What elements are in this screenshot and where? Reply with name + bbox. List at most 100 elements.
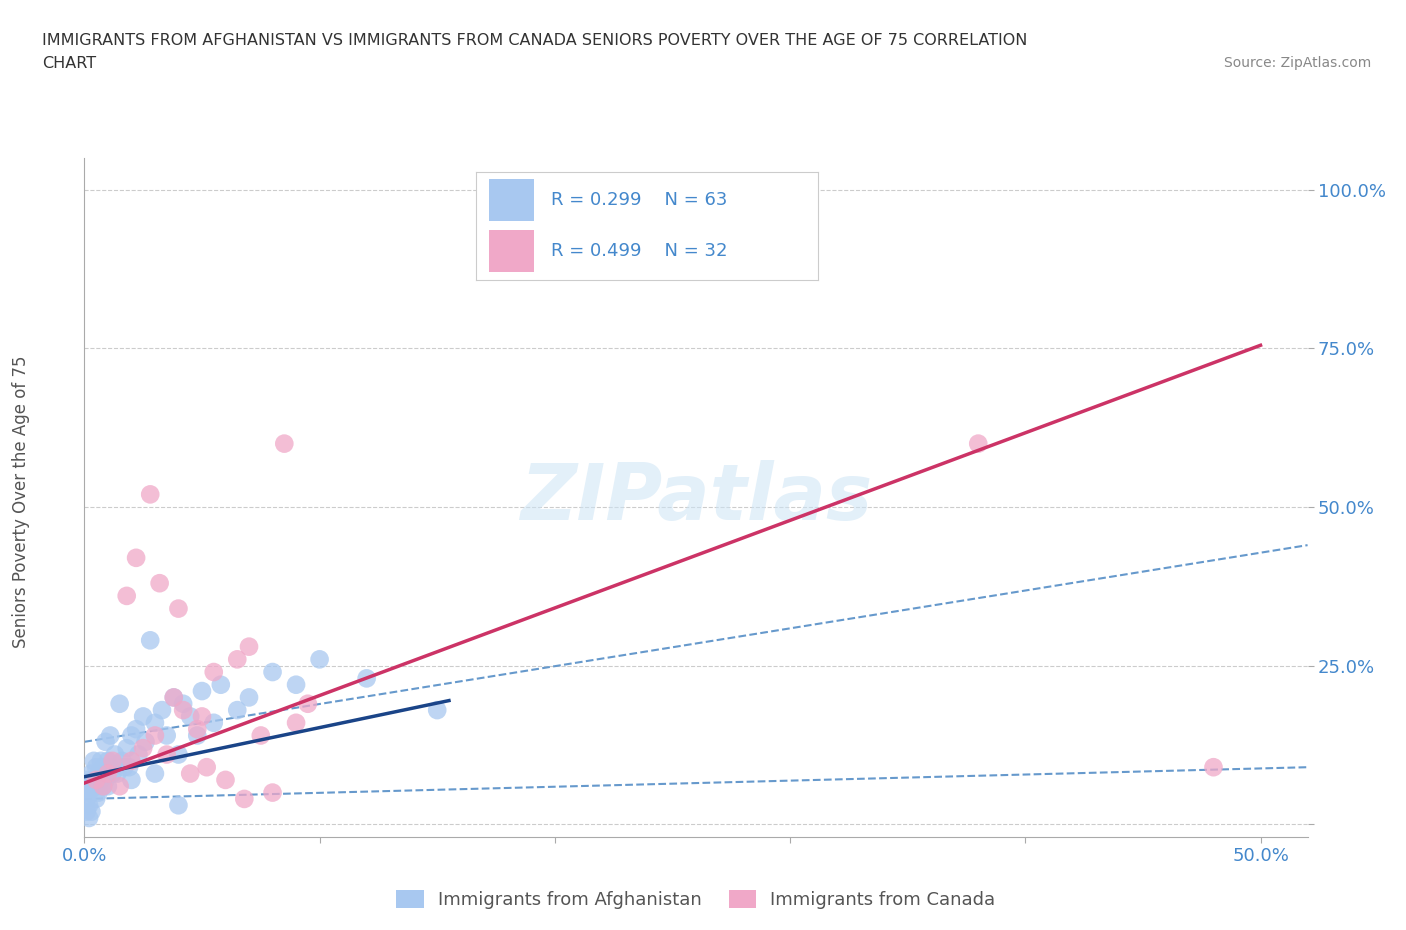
Point xyxy=(76,791,98,806)
Point xyxy=(87,785,110,800)
Point xyxy=(101,753,124,768)
Point xyxy=(120,773,142,788)
Point xyxy=(167,798,190,813)
Point xyxy=(108,778,131,793)
Point xyxy=(202,665,225,680)
Point xyxy=(76,773,98,788)
Point xyxy=(191,709,214,724)
Point xyxy=(125,722,148,737)
Point xyxy=(426,703,449,718)
Point xyxy=(90,753,112,768)
Text: Source: ZipAtlas.com: Source: ZipAtlas.com xyxy=(1223,56,1371,70)
Point xyxy=(156,747,179,762)
Point xyxy=(143,766,166,781)
Point xyxy=(84,760,107,775)
Point xyxy=(209,677,232,692)
Point xyxy=(84,773,107,788)
Point xyxy=(226,703,249,718)
Point xyxy=(77,811,100,826)
Point xyxy=(97,753,120,768)
Point xyxy=(191,684,214,698)
Point xyxy=(132,709,155,724)
Point xyxy=(115,589,138,604)
Point xyxy=(98,760,121,775)
Point xyxy=(80,778,103,793)
Point xyxy=(139,633,162,648)
Point xyxy=(120,753,142,768)
Point xyxy=(167,601,190,616)
Point xyxy=(120,728,142,743)
Point xyxy=(262,785,284,800)
Point xyxy=(112,760,135,775)
Point xyxy=(285,715,308,730)
Point xyxy=(104,747,127,762)
Point xyxy=(167,747,190,762)
Point xyxy=(249,728,271,743)
Point xyxy=(262,665,284,680)
Point xyxy=(163,690,186,705)
Point xyxy=(233,791,256,806)
Point xyxy=(76,804,98,819)
Point xyxy=(139,487,162,502)
Point xyxy=(297,697,319,711)
Point xyxy=(73,785,96,800)
Point xyxy=(150,703,173,718)
Point xyxy=(101,766,124,781)
Point xyxy=(143,715,166,730)
Point xyxy=(285,677,308,692)
Point xyxy=(111,753,134,768)
Point xyxy=(80,766,103,781)
Point xyxy=(98,728,121,743)
Point xyxy=(308,652,330,667)
Text: CHART: CHART xyxy=(42,56,96,71)
Point xyxy=(186,728,208,743)
Point xyxy=(87,766,110,781)
Point xyxy=(179,766,201,781)
Point xyxy=(214,773,236,788)
Point xyxy=(108,697,131,711)
Point xyxy=(77,798,100,813)
Point xyxy=(156,728,179,743)
Point xyxy=(172,697,194,711)
Text: Seniors Poverty Over the Age of 75: Seniors Poverty Over the Age of 75 xyxy=(13,356,30,648)
Point xyxy=(132,740,155,755)
Point xyxy=(163,690,186,705)
Point xyxy=(80,804,103,819)
Point xyxy=(77,785,100,800)
Point xyxy=(238,639,260,654)
Point xyxy=(127,747,149,762)
Point xyxy=(238,690,260,705)
Point xyxy=(97,766,120,781)
Point xyxy=(143,728,166,743)
Point xyxy=(195,760,218,775)
Point xyxy=(91,778,114,793)
Point xyxy=(202,715,225,730)
Point xyxy=(115,740,138,755)
Point xyxy=(273,436,295,451)
Point xyxy=(149,576,172,591)
Point xyxy=(84,791,107,806)
Point xyxy=(84,778,107,793)
Legend: Immigrants from Afghanistan, Immigrants from Canada: Immigrants from Afghanistan, Immigrants … xyxy=(389,883,1002,916)
Point xyxy=(967,436,990,451)
Point xyxy=(186,722,208,737)
Point xyxy=(91,760,114,775)
Text: IMMIGRANTS FROM AFGHANISTAN VS IMMIGRANTS FROM CANADA SENIORS POVERTY OVER THE A: IMMIGRANTS FROM AFGHANISTAN VS IMMIGRANT… xyxy=(42,33,1028,47)
Point xyxy=(125,551,148,565)
Text: ZIPatlas: ZIPatlas xyxy=(520,459,872,536)
Point xyxy=(83,773,105,788)
Point xyxy=(105,766,128,781)
Point xyxy=(356,671,378,685)
Point xyxy=(226,652,249,667)
Point xyxy=(97,778,120,793)
Point xyxy=(91,778,114,793)
Point xyxy=(77,778,100,793)
Point xyxy=(1202,760,1225,775)
Point xyxy=(179,709,201,724)
Point xyxy=(90,773,112,788)
Point xyxy=(172,703,194,718)
Point xyxy=(94,773,117,788)
Point xyxy=(94,735,117,750)
Point xyxy=(135,735,156,750)
Point xyxy=(118,760,141,775)
